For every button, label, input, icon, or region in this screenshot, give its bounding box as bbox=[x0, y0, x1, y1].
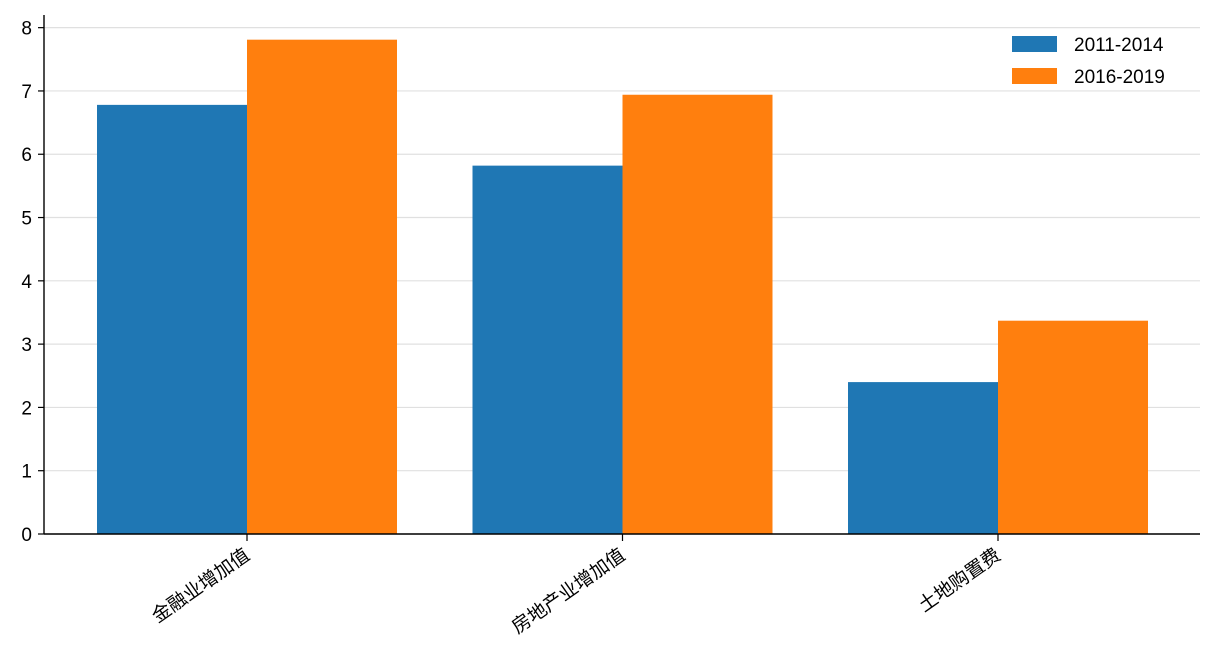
y-tick-label: 0 bbox=[21, 525, 32, 546]
legend-swatch bbox=[1012, 68, 1057, 84]
bar bbox=[472, 165, 623, 534]
bar bbox=[247, 39, 397, 535]
y-tick-label: 2 bbox=[21, 398, 32, 419]
y-tick-label: 1 bbox=[21, 462, 32, 483]
y-tick-label: 5 bbox=[21, 209, 32, 230]
y-tick-label: 3 bbox=[21, 335, 32, 356]
y-tick-label: 8 bbox=[21, 19, 32, 40]
bar bbox=[622, 94, 773, 534]
legend-label: 2011-2014 bbox=[1074, 35, 1164, 56]
y-tick-label: 7 bbox=[21, 82, 32, 103]
bar bbox=[97, 104, 247, 534]
x-tick-label: 金融业增加值 bbox=[148, 544, 254, 627]
bar bbox=[848, 382, 998, 534]
legend-label: 2016-2019 bbox=[1074, 67, 1165, 88]
y-tick-label: 6 bbox=[21, 145, 32, 166]
x-tick-label: 土地购置费 bbox=[914, 544, 1004, 617]
legend-swatch bbox=[1012, 36, 1057, 52]
y-tick-label: 4 bbox=[21, 272, 32, 293]
x-tick-label: 房地产业增加值 bbox=[508, 544, 630, 638]
bar bbox=[998, 320, 1148, 534]
